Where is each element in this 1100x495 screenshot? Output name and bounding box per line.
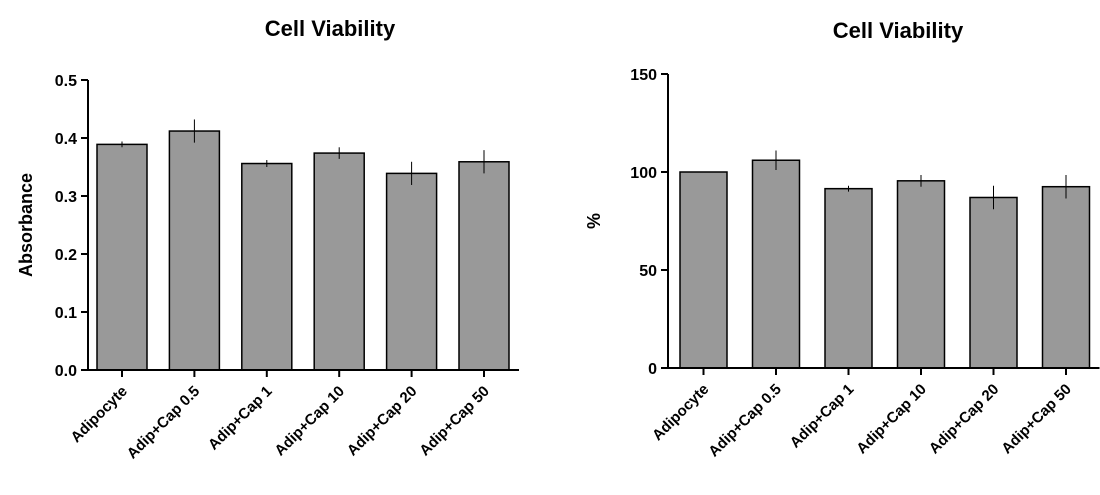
chart1-bar-5 (385, 172, 438, 371)
chart1-category-label-6: Adip+Cap 50 (416, 383, 493, 460)
chart1-category-label-3: Adip+Cap 1 (205, 383, 276, 454)
chart2-bar-5 (969, 196, 1018, 369)
chart2-category-label-6: Adip+Cap 50 (998, 381, 1075, 458)
chart1-y-axis-label: Absorbance (16, 173, 36, 277)
chart2-category-label-4: Adip+Cap 10 (853, 381, 930, 458)
chart2-y-axis-label: % (584, 213, 604, 229)
chart1-y-tick-label-4: 0.3 (55, 189, 77, 206)
chart1-y-tick-label-1: 0.0 (55, 363, 77, 380)
chart1-bar-4 (313, 152, 365, 371)
chart2-bar-1 (679, 171, 728, 369)
chart2-bar-6 (1041, 185, 1091, 369)
chart2-bar-3 (824, 187, 873, 369)
chart1-y-tick-label-2: 0.1 (55, 305, 77, 322)
chart2-y-tick-label-1: 0 (648, 361, 657, 378)
chart1-y-tick-label-3: 0.2 (55, 247, 77, 264)
chart1-y-tick-label-5: 0.4 (55, 131, 77, 148)
chart2-category-label-2: Adip+Cap 0.5 (705, 381, 785, 461)
chart2-title: Cell Viability (833, 18, 964, 43)
chart2-bar-2 (751, 159, 801, 369)
chart1-bar-2 (168, 130, 221, 371)
chart2-category-label-1: Adipocyte (649, 381, 712, 444)
chart2-category-label-3: Adip+Cap 1 (787, 381, 858, 452)
chart1-y-tick-label-6: 0.5 (55, 73, 77, 90)
chart1-title: Cell Viability (265, 16, 396, 41)
chart1-bar-6 (458, 161, 510, 371)
chart1-category-label-2: Adip+Cap 0.5 (124, 383, 204, 463)
chart1-bar-1 (96, 143, 148, 371)
chart1-category-label-5: Adip+Cap 20 (344, 383, 421, 460)
chart2-y-tick-label-4: 150 (630, 67, 657, 84)
chart1-bar-3 (241, 162, 293, 371)
chart2-y-tick-label-2: 50 (639, 263, 657, 280)
chart2-category-label-5: Adip+Cap 20 (926, 381, 1003, 458)
chart1-category-label-4: Adip+Cap 10 (271, 383, 348, 460)
chart2-bar-4 (896, 180, 946, 369)
chart1-category-label-1: Adipocyte (68, 383, 131, 446)
chart2-y-tick-label-3: 100 (630, 165, 657, 182)
